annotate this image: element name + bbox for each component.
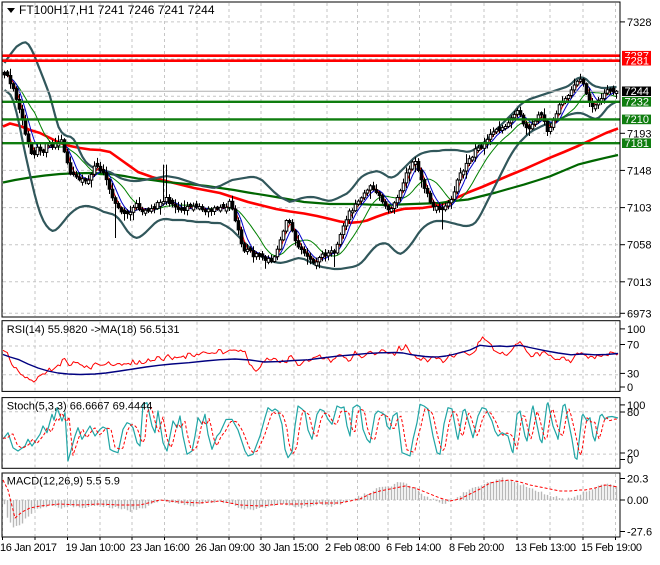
- svg-text:7181: 7181: [625, 138, 649, 150]
- svg-text:15 Feb 19:00: 15 Feb 19:00: [581, 542, 642, 554]
- svg-text:FT100H17,H1 7241 7246 7241 72: FT100H17,H1 7241 7246 7241 7244: [19, 3, 215, 17]
- svg-text:2 Feb 08:00: 2 Feb 08:00: [325, 542, 380, 554]
- svg-text:Stoch(5,3,3) 66.6667 69.4444: Stoch(5,3,3) 66.6667 69.4444: [7, 401, 153, 413]
- svg-text:7328: 7328: [627, 17, 651, 29]
- svg-text:-27.6: -27.6: [627, 527, 652, 539]
- svg-text:6 Feb 14:00: 6 Feb 14:00: [386, 542, 441, 554]
- svg-text:7013: 7013: [627, 277, 651, 289]
- svg-text:7232: 7232: [625, 97, 649, 109]
- svg-text:13 Feb 13:00: 13 Feb 13:00: [515, 542, 576, 554]
- svg-text:100: 100: [627, 400, 645, 412]
- svg-text:RSI(14) 55.9820 ->MA(18) 56.5: RSI(14) 55.9820 ->MA(18) 56.5131: [7, 324, 180, 336]
- svg-text:23 Jan 16:00: 23 Jan 16:00: [130, 542, 190, 554]
- svg-text:7103: 7103: [627, 203, 651, 215]
- svg-text:7210: 7210: [625, 114, 649, 126]
- svg-text:0.00: 0.00: [627, 495, 648, 507]
- svg-text:100: 100: [627, 324, 645, 336]
- svg-text:16 Jan 2017: 16 Jan 2017: [0, 542, 57, 554]
- svg-text:20: 20: [627, 448, 639, 460]
- svg-text:7148: 7148: [627, 165, 651, 177]
- svg-text:7193: 7193: [627, 128, 651, 140]
- svg-text:0: 0: [627, 455, 633, 467]
- svg-text:0: 0: [627, 382, 633, 394]
- svg-text:70: 70: [627, 340, 639, 352]
- svg-text:80: 80: [627, 407, 639, 419]
- svg-text:26 Jan 09:00: 26 Jan 09:00: [195, 542, 255, 554]
- svg-text:30: 30: [627, 368, 639, 380]
- svg-text:7058: 7058: [627, 240, 651, 252]
- svg-text:7244: 7244: [625, 86, 649, 98]
- svg-text:6973: 6973: [627, 308, 651, 320]
- svg-text:30 Jan 15:00: 30 Jan 15:00: [259, 542, 319, 554]
- svg-text:19 Jan 10:00: 19 Jan 10:00: [66, 542, 126, 554]
- svg-text:8 Feb 20:00: 8 Feb 20:00: [449, 542, 504, 554]
- svg-text:7281: 7281: [625, 56, 649, 68]
- svg-text:20.3: 20.3: [627, 474, 648, 486]
- svg-text:MACD(12,26,9) 5.5 5.9: MACD(12,26,9) 5.5 5.9: [7, 476, 120, 488]
